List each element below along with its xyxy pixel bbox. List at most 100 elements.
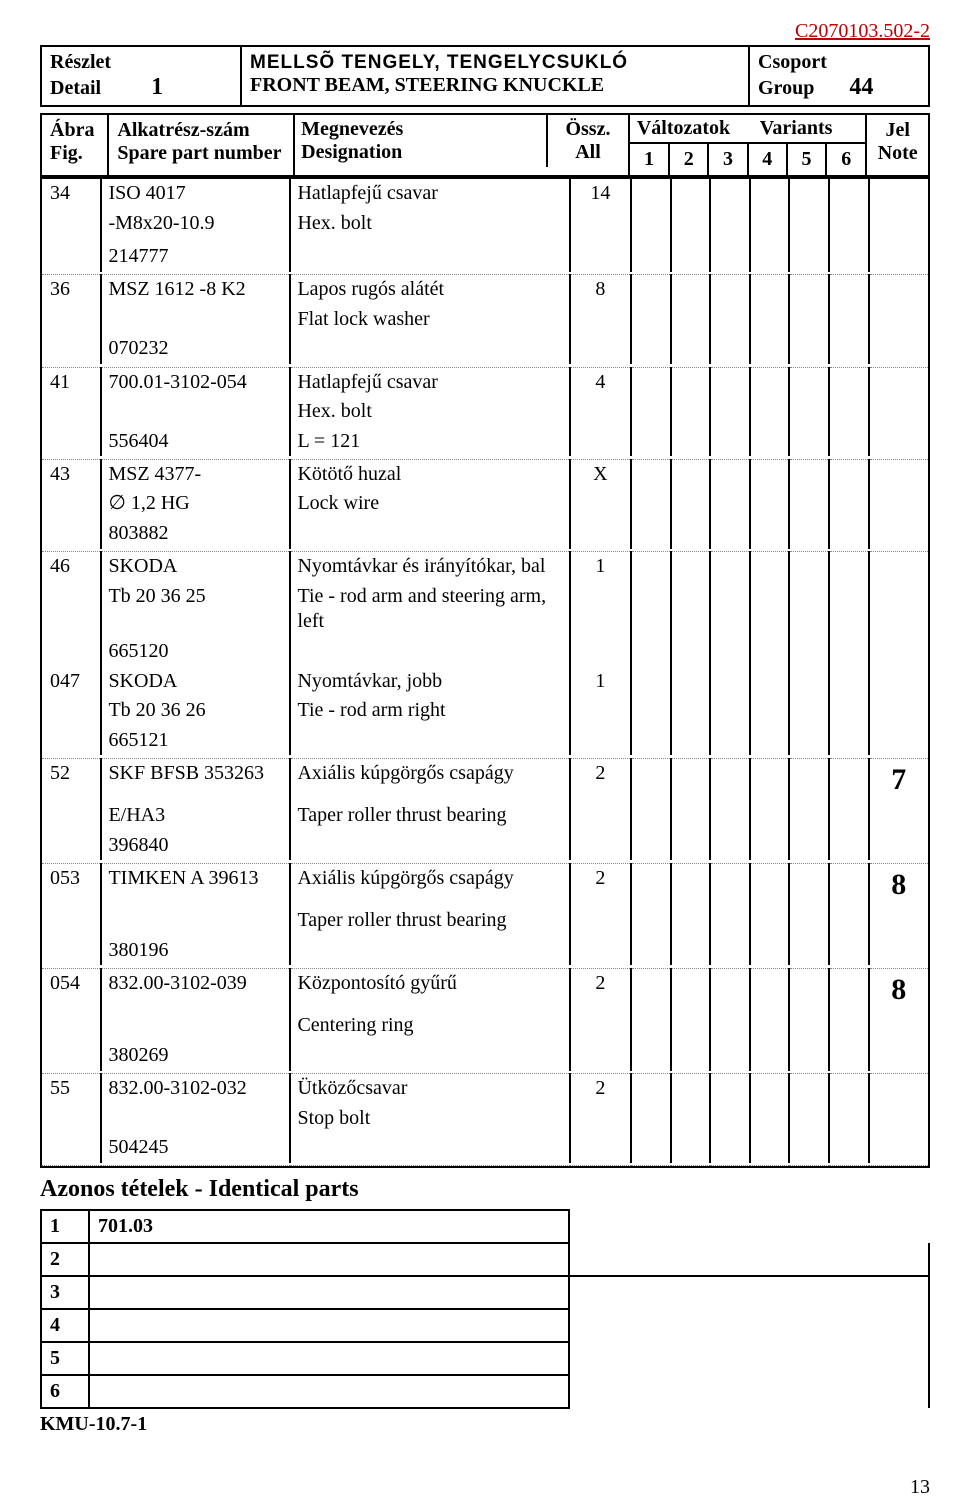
- row-variant: [750, 936, 790, 966]
- row-part: [101, 397, 290, 427]
- header-left: Részlet Detail 1: [41, 46, 241, 106]
- row-note: [869, 936, 930, 966]
- row-variant: [710, 367, 750, 397]
- row-variant: [789, 209, 829, 239]
- row-variant: [631, 552, 671, 582]
- row-qty: 2: [570, 758, 632, 801]
- row-note: [869, 242, 930, 272]
- row-variant: [789, 667, 829, 697]
- row-variant: [671, 863, 711, 906]
- row-variant: [789, 906, 829, 936]
- row-variant: [671, 552, 711, 582]
- row-note: 8: [869, 968, 930, 1011]
- row-variant: [671, 801, 711, 831]
- row-part: 832.00-3102-032: [101, 1074, 290, 1104]
- row-variant: [631, 936, 671, 966]
- row-designation: Centering ring: [290, 1011, 569, 1041]
- row-variant: [829, 305, 869, 335]
- row-variant: [750, 831, 790, 861]
- ident-num-6: 6: [41, 1375, 89, 1408]
- header-center-en: FRONT BEAM, STEERING KNUCKLE: [250, 74, 604, 96]
- row-part: SKODA: [101, 667, 290, 697]
- row-note: [869, 1074, 930, 1104]
- row-fig: 55: [41, 1074, 101, 1104]
- row-variant: [750, 1074, 790, 1104]
- colhdr-v5: 5: [787, 143, 826, 175]
- row-note: [869, 637, 930, 667]
- row-variant: [671, 275, 711, 305]
- row-note: [869, 519, 930, 549]
- row-variant: [829, 667, 869, 697]
- colhdr-part-en: Spare part number: [117, 142, 281, 164]
- row-qty: [570, 1011, 632, 1041]
- row-designation: [290, 334, 569, 364]
- row-variant: [789, 427, 829, 457]
- row-note: [869, 489, 930, 519]
- row-designation: Lapos rugós alátét: [290, 275, 569, 305]
- row-note: [869, 459, 930, 489]
- colhdr-v1: 1: [630, 143, 669, 175]
- row-variant: [631, 209, 671, 239]
- row-note: [869, 1133, 930, 1163]
- row-designation: Lock wire: [290, 489, 569, 519]
- row-variant: [750, 667, 790, 697]
- row-note: [869, 397, 930, 427]
- row-part: [101, 1104, 290, 1134]
- row-qty: [570, 519, 632, 549]
- row-variant: [789, 367, 829, 397]
- row-designation: Hatlapfejű csavar: [290, 178, 569, 209]
- row-designation: Flat lock washer: [290, 305, 569, 335]
- row-fig: [41, 906, 101, 936]
- row-variant: [671, 667, 711, 697]
- row-fig: 054: [41, 968, 101, 1011]
- row-fig: 46: [41, 552, 101, 582]
- row-variant: [750, 863, 790, 906]
- row-designation: [290, 1133, 569, 1163]
- colhdr-des-en: Designation: [301, 141, 402, 163]
- row-designation: [290, 637, 569, 667]
- row-variant: [789, 1074, 829, 1104]
- row-variant: [631, 906, 671, 936]
- row-part: SKODA: [101, 552, 290, 582]
- row-variant: [710, 696, 750, 726]
- row-variant: [829, 367, 869, 397]
- row-variant: [631, 968, 671, 1011]
- row-fig: 36: [41, 275, 101, 305]
- row-part: 803882: [101, 519, 290, 549]
- row-part: 504245: [101, 1133, 290, 1163]
- ident-num-4: 4: [41, 1309, 89, 1342]
- row-variant: [829, 1041, 869, 1071]
- row-fig: 34: [41, 178, 101, 209]
- row-variant: [671, 1104, 711, 1134]
- row-designation: Hex. bolt: [290, 209, 569, 239]
- ident-num-5: 5: [41, 1342, 89, 1375]
- ident-tail-4: [569, 1309, 929, 1342]
- row-variant: [750, 367, 790, 397]
- colhdr-v6: 6: [826, 143, 865, 175]
- row-variant: [710, 1104, 750, 1134]
- row-variant: [789, 489, 829, 519]
- row-variant: [829, 906, 869, 936]
- row-note: [869, 667, 930, 697]
- row-fig: [41, 519, 101, 549]
- colhdr-v2: 2: [669, 143, 708, 175]
- row-variant: [789, 275, 829, 305]
- row-fig: 41: [41, 367, 101, 397]
- row-variant: [710, 427, 750, 457]
- row-designation: Nyomtávkar és irányítókar, bal: [290, 552, 569, 582]
- row-variant: [750, 275, 790, 305]
- row-variant: [750, 758, 790, 801]
- row-variant: [750, 459, 790, 489]
- colhdr-note-hu: Jel: [885, 119, 909, 141]
- row-qty: 8: [570, 275, 632, 305]
- row-qty: X: [570, 459, 632, 489]
- row-variant: [829, 863, 869, 906]
- row-fig: [41, 209, 101, 239]
- row-variant: [789, 863, 829, 906]
- row-variant: [829, 1104, 869, 1134]
- row-part: 700.01-3102-054: [101, 367, 290, 397]
- row-variant: [789, 758, 829, 801]
- row-variant: [789, 1104, 829, 1134]
- row-variant: [631, 305, 671, 335]
- row-fig: [41, 936, 101, 966]
